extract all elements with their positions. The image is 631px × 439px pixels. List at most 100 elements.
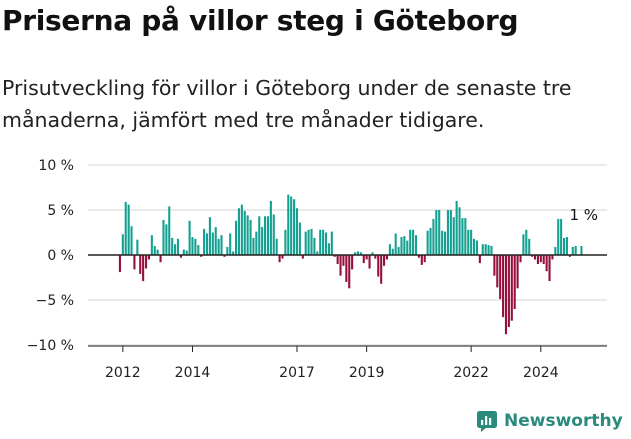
bar <box>359 252 362 255</box>
bar <box>147 255 151 260</box>
x-tick-label: 2014 <box>175 365 211 381</box>
bar <box>182 249 185 255</box>
bar <box>432 219 435 255</box>
bar <box>121 234 124 255</box>
bar <box>153 246 156 255</box>
bar <box>304 231 307 255</box>
bar <box>255 231 258 255</box>
newsworthy-icon <box>477 411 497 432</box>
bar <box>533 255 537 260</box>
bar <box>264 216 267 255</box>
bar <box>237 208 240 255</box>
bar <box>327 243 330 255</box>
bar <box>464 218 467 255</box>
y-tick-label: 5 % <box>47 203 74 219</box>
bar <box>284 229 287 255</box>
bar <box>281 255 284 259</box>
bar-series <box>118 194 583 335</box>
x-tick-label: 2012 <box>105 365 141 381</box>
x-tick-label: 2024 <box>523 365 559 381</box>
bar <box>383 255 386 266</box>
bar <box>232 251 235 255</box>
bar <box>458 207 461 255</box>
bar <box>426 230 429 255</box>
chart-subtitle: Prisutveckling för villor i Göteborg und… <box>2 76 572 132</box>
brand-name: Newsworthy <box>504 411 623 431</box>
bar <box>513 255 516 309</box>
bar <box>371 252 374 255</box>
bar <box>374 255 377 259</box>
bar <box>519 255 522 263</box>
bar <box>397 246 400 255</box>
bar <box>467 229 470 255</box>
bar <box>234 220 238 255</box>
bar <box>568 255 571 257</box>
bar <box>502 255 505 318</box>
bar <box>449 210 452 255</box>
bar <box>200 255 203 257</box>
bar <box>176 238 180 255</box>
bar <box>162 219 165 255</box>
bar <box>496 255 499 288</box>
bar <box>438 210 441 255</box>
bar <box>165 224 168 255</box>
bar <box>554 246 557 255</box>
bar <box>435 210 438 255</box>
bar <box>354 252 357 255</box>
bar <box>272 214 275 255</box>
bar <box>139 255 142 274</box>
bar <box>287 194 290 255</box>
bar <box>333 255 336 257</box>
bar <box>525 229 528 255</box>
bar <box>478 255 481 264</box>
bar <box>356 251 359 255</box>
x-tick-label: 2019 <box>349 365 385 381</box>
bar <box>252 237 255 255</box>
x-tick-label: 2022 <box>453 365 489 381</box>
bar <box>557 219 560 255</box>
bar <box>179 255 182 258</box>
bar <box>275 238 278 255</box>
bar <box>443 231 447 255</box>
bar <box>542 255 545 264</box>
bar <box>307 229 310 255</box>
bar <box>487 245 490 255</box>
bar <box>261 227 264 255</box>
bar <box>571 246 574 255</box>
bar <box>548 255 551 282</box>
bar <box>130 226 133 255</box>
bar <box>322 229 325 255</box>
bar <box>339 255 342 276</box>
bar <box>330 231 333 255</box>
brand-logo: Newsworthy <box>476 406 623 436</box>
bar <box>507 255 510 327</box>
bar <box>510 255 513 321</box>
y-tick-label: 0 % <box>47 248 74 264</box>
bar <box>127 204 130 255</box>
chart-title: Priserna på villor steg i Göteborg <box>2 4 519 37</box>
bar <box>368 255 371 269</box>
bar <box>269 201 272 255</box>
bar <box>551 255 554 260</box>
bar <box>528 238 531 255</box>
bar <box>403 236 406 255</box>
bar <box>574 246 577 255</box>
bar <box>365 255 368 260</box>
y-tick-label: −5 % <box>36 293 74 309</box>
bar <box>258 216 261 255</box>
bar <box>342 255 345 266</box>
bar <box>220 235 223 255</box>
bar <box>563 237 566 255</box>
bar <box>470 229 473 255</box>
bar <box>429 228 432 255</box>
bar <box>394 233 397 255</box>
bar <box>446 210 449 255</box>
bar <box>171 237 174 255</box>
bar <box>159 255 162 263</box>
bar <box>246 215 249 255</box>
x-tick-label: 2017 <box>279 365 315 381</box>
bar <box>414 235 418 255</box>
bar <box>560 219 563 255</box>
bar <box>229 233 232 255</box>
bar <box>461 218 464 255</box>
